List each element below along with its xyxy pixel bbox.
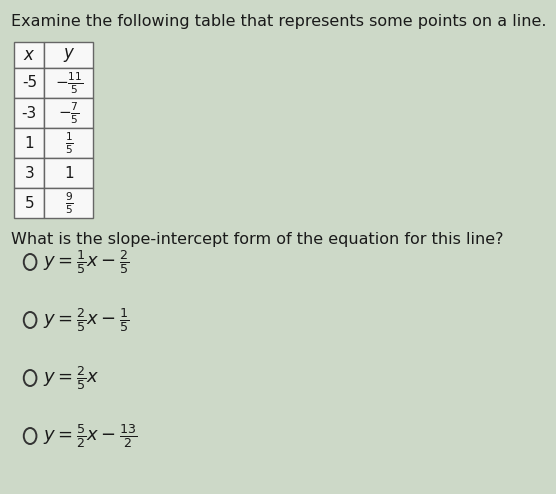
Text: $-\frac{7}{5}$: $-\frac{7}{5}$	[58, 100, 80, 126]
Bar	[44, 42, 93, 68]
Bar	[44, 188, 93, 218]
Text: $\mathit{y}$: $\mathit{y}$	[63, 46, 75, 64]
Text: -5: -5	[22, 76, 37, 90]
Bar	[14, 158, 44, 188]
Text: Examine the following table that represents some points on a line.: Examine the following table that represe…	[11, 14, 547, 29]
Text: 5: 5	[24, 196, 34, 210]
Text: $y = \frac{2}{5}x - \frac{1}{5}$: $y = \frac{2}{5}x - \frac{1}{5}$	[43, 306, 129, 334]
Bar	[44, 128, 93, 158]
Text: $y = \frac{5}{2}x - \frac{13}{2}$: $y = \frac{5}{2}x - \frac{13}{2}$	[43, 422, 137, 450]
Text: $-\frac{11}{5}$: $-\frac{11}{5}$	[54, 70, 83, 96]
Bar	[14, 98, 44, 128]
Text: 3: 3	[24, 165, 34, 180]
Text: $1$: $1$	[64, 165, 74, 181]
Bar	[44, 98, 93, 128]
Text: -3: -3	[22, 106, 37, 121]
Text: What is the slope-intercept form of the equation for this line?: What is the slope-intercept form of the …	[11, 232, 504, 247]
Text: $\frac{9}{5}$: $\frac{9}{5}$	[64, 190, 73, 216]
Bar	[14, 68, 44, 98]
Bar	[44, 158, 93, 188]
Text: $\frac{1}{5}$: $\frac{1}{5}$	[64, 130, 73, 156]
Text: $\mathit{x}$: $\mathit{x}$	[23, 46, 36, 64]
Bar	[14, 128, 44, 158]
Text: 1: 1	[24, 135, 34, 151]
Bar	[14, 42, 44, 68]
Text: $y = \frac{1}{5}x - \frac{2}{5}$: $y = \frac{1}{5}x - \frac{2}{5}$	[43, 248, 129, 276]
Text: $y = \frac{2}{5}x$: $y = \frac{2}{5}x$	[43, 364, 99, 392]
Bar	[14, 188, 44, 218]
Bar	[44, 68, 93, 98]
